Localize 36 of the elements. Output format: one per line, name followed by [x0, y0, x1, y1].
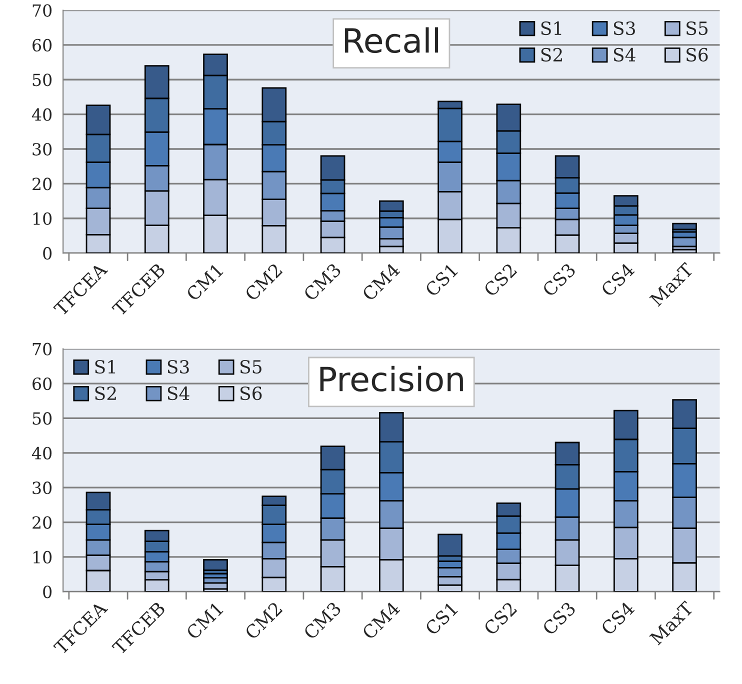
legend-label: S3	[168, 360, 189, 374]
x-tick-label: CS2	[482, 262, 518, 298]
y-tick-label: 0	[43, 586, 52, 598]
y-tick-label: 70	[32, 4, 52, 17]
legend-label: S1	[541, 21, 562, 36]
y-tick-label: 10	[33, 212, 52, 225]
legend-label: S1	[95, 360, 116, 374]
y-tick-label: 70	[32, 342, 52, 356]
x-tick-label: CS1	[424, 602, 458, 636]
y-tick-label: 60	[32, 38, 52, 52]
bar	[672, 222, 697, 230]
y-tick-label: 60	[32, 377, 52, 390]
y-tick-label: 0	[43, 247, 52, 260]
y-tick-label: 40	[32, 446, 52, 460]
chart-title: Precision	[320, 366, 463, 392]
legend-label: S2	[95, 386, 116, 400]
y-tick-label: 20	[32, 178, 52, 190]
y-tick-label: 20	[32, 516, 52, 529]
legend-label: S5	[686, 21, 708, 36]
legend-label: S2	[541, 48, 562, 62]
y-tick-label: 40	[32, 108, 52, 121]
legend-label: S3	[614, 21, 635, 36]
bar	[203, 559, 228, 571]
y-tick-label: 30	[32, 142, 52, 156]
legend-label: S5	[240, 360, 262, 374]
y-tick-label: 10	[33, 550, 52, 564]
legend-label: S4	[168, 386, 190, 400]
legend-label: S6	[240, 386, 262, 400]
x-tick-label: CS1	[424, 263, 458, 298]
y-tick-label: 50	[32, 74, 52, 86]
y-tick-label: 50	[32, 412, 52, 425]
y-tick-label: 30	[32, 482, 52, 494]
chart-title: Recall	[344, 27, 438, 54]
x-tick-label: CS2	[482, 601, 518, 636]
legend-label: S6	[686, 48, 708, 62]
legend-label: S4	[614, 48, 636, 62]
